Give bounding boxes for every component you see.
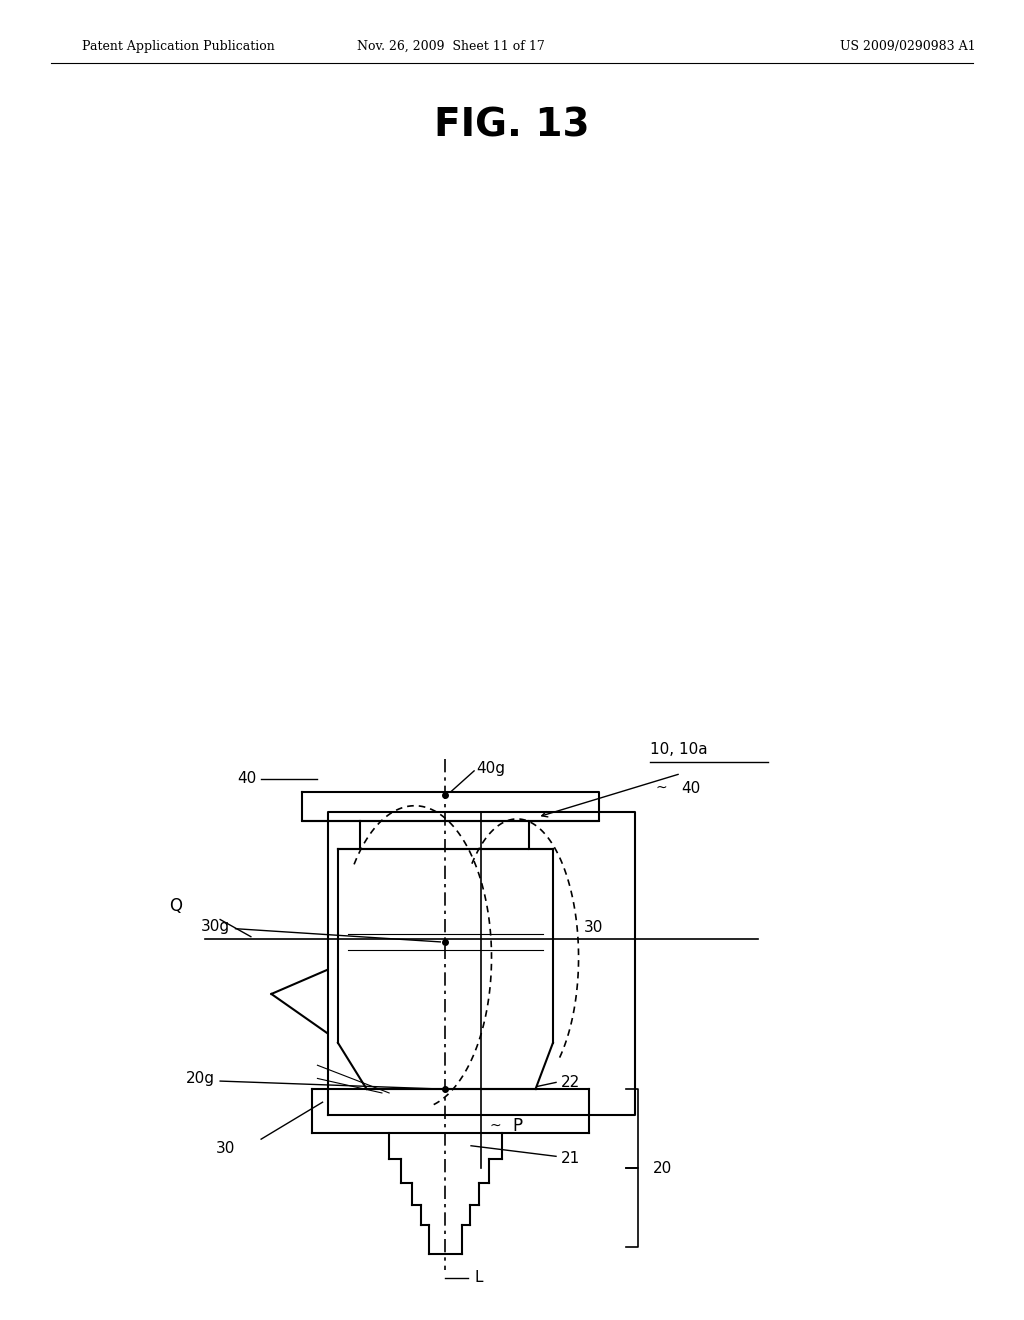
Text: 21: 21 bbox=[561, 1151, 581, 1167]
Text: 20: 20 bbox=[653, 1160, 673, 1176]
Text: 20g: 20g bbox=[186, 1071, 215, 1086]
Text: L: L bbox=[474, 1270, 482, 1286]
Text: Q: Q bbox=[169, 898, 182, 915]
Text: FIG. 13: FIG. 13 bbox=[434, 107, 590, 144]
Text: 40: 40 bbox=[681, 780, 700, 796]
Text: 30g: 30g bbox=[202, 919, 230, 933]
Text: 40: 40 bbox=[237, 771, 256, 787]
Text: 10, 10a: 10, 10a bbox=[650, 742, 708, 758]
Text: Patent Application Publication: Patent Application Publication bbox=[82, 40, 274, 53]
Text: 30: 30 bbox=[216, 1140, 236, 1156]
Text: Nov. 26, 2009  Sheet 11 of 17: Nov. 26, 2009 Sheet 11 of 17 bbox=[356, 40, 545, 53]
Text: P: P bbox=[512, 1117, 522, 1135]
Text: 30: 30 bbox=[584, 920, 603, 936]
Text: 22: 22 bbox=[561, 1074, 581, 1090]
Text: US 2009/0290983 A1: US 2009/0290983 A1 bbox=[840, 40, 975, 53]
Text: ~: ~ bbox=[489, 1119, 501, 1133]
Text: 40g: 40g bbox=[476, 760, 505, 776]
Text: ~: ~ bbox=[655, 781, 667, 795]
